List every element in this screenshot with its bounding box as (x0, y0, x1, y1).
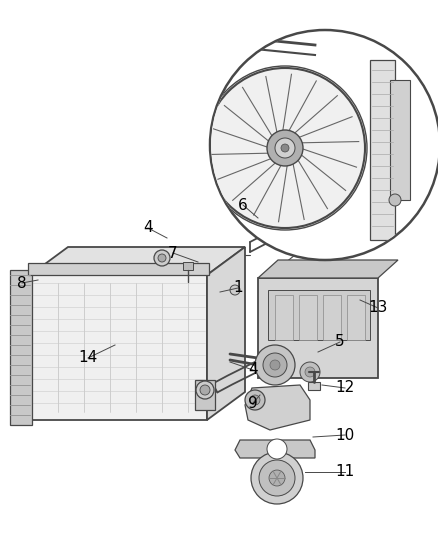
Polygon shape (245, 385, 310, 430)
Polygon shape (258, 278, 378, 378)
Circle shape (250, 395, 260, 405)
Circle shape (305, 367, 315, 377)
Polygon shape (235, 440, 315, 458)
Text: 5: 5 (335, 335, 345, 350)
Polygon shape (195, 380, 215, 410)
Polygon shape (10, 270, 32, 425)
Circle shape (267, 439, 287, 459)
Polygon shape (183, 262, 193, 270)
Text: 13: 13 (368, 301, 388, 316)
Circle shape (270, 360, 280, 370)
Circle shape (269, 470, 285, 486)
Circle shape (281, 144, 289, 152)
Polygon shape (30, 275, 207, 420)
Polygon shape (390, 80, 410, 200)
Text: 4: 4 (248, 362, 258, 377)
Text: 10: 10 (336, 427, 355, 442)
Polygon shape (308, 382, 320, 390)
Circle shape (275, 138, 295, 158)
Circle shape (255, 345, 295, 385)
Text: 11: 11 (336, 464, 355, 480)
Circle shape (251, 452, 303, 504)
Polygon shape (370, 60, 395, 240)
Polygon shape (258, 260, 398, 278)
Polygon shape (299, 295, 317, 340)
Circle shape (196, 381, 214, 399)
Text: 14: 14 (78, 351, 98, 366)
Circle shape (200, 385, 210, 395)
Text: 12: 12 (336, 381, 355, 395)
Circle shape (300, 362, 320, 382)
Circle shape (267, 130, 303, 166)
Text: 8: 8 (17, 276, 27, 290)
Circle shape (203, 66, 367, 230)
Polygon shape (323, 295, 341, 340)
Text: 9: 9 (248, 395, 258, 410)
Text: 6: 6 (238, 198, 248, 213)
Circle shape (245, 390, 265, 410)
Text: 7: 7 (168, 246, 178, 261)
Circle shape (210, 30, 438, 260)
Text: 4: 4 (143, 221, 153, 236)
Polygon shape (268, 290, 370, 340)
Polygon shape (28, 263, 209, 275)
Polygon shape (275, 295, 293, 340)
Circle shape (259, 460, 295, 496)
Circle shape (263, 353, 287, 377)
Circle shape (230, 285, 240, 295)
Polygon shape (347, 295, 365, 340)
Circle shape (154, 250, 170, 266)
Circle shape (158, 254, 166, 262)
Text: 1: 1 (233, 280, 243, 295)
Circle shape (389, 194, 401, 206)
Polygon shape (30, 247, 245, 275)
Polygon shape (207, 247, 245, 420)
